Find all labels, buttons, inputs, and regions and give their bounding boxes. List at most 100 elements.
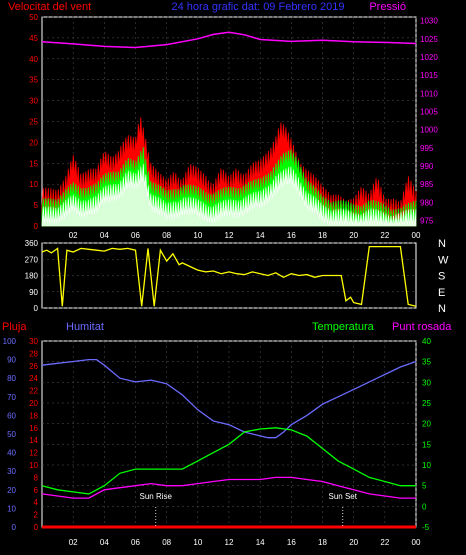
temperature-y-tick: -5 <box>422 523 430 532</box>
pressure-y-tick: 985 <box>420 180 434 189</box>
wind-x-tick: 22 <box>380 231 389 240</box>
humidity-label: Humitat <box>66 321 104 333</box>
wind-x-tick: 02 <box>69 231 78 240</box>
pressure-y-tick: 1000 <box>420 126 438 135</box>
wind-x-tick: 12 <box>225 231 234 240</box>
humidity-series <box>41 358 417 439</box>
wind-speed-label: Velocitat del vent <box>8 1 91 13</box>
climate-x-tick: 08 <box>162 538 171 547</box>
temperature-y-tick: 10 <box>422 461 431 470</box>
pressure-y-tick: 1015 <box>420 71 438 80</box>
climate-x-tick: 20 <box>349 538 358 547</box>
wind-x-tick: 18 <box>318 231 327 240</box>
pressure-y-tick: 995 <box>420 144 434 153</box>
climate-x-tick: 22 <box>380 538 389 547</box>
climate-x-tick: 06 <box>131 538 140 547</box>
pressure-y-tick: 980 <box>420 198 434 207</box>
rain-y-tick: 0 <box>34 523 39 532</box>
rain-y-tick: 18 <box>29 411 38 420</box>
humidity-y-tick: 40 <box>7 449 16 458</box>
wind-y-tick: 20 <box>29 138 38 147</box>
wind-direction-series <box>41 245 417 307</box>
humidity-y-tick: 90 <box>7 356 16 365</box>
rain-y-tick: 6 <box>34 486 39 495</box>
humidity-y-tick: 100 <box>3 337 17 346</box>
rain-y-tick: 24 <box>29 374 38 383</box>
direction-y-tick: 0 <box>34 304 39 313</box>
humidity-y-tick: 20 <box>7 486 16 495</box>
direction-y-tick: 180 <box>25 272 39 281</box>
compass-label: S <box>438 271 445 283</box>
rain-y-tick: 16 <box>29 424 38 433</box>
rain-y-tick: 2 <box>34 511 39 520</box>
wind-x-tick: 10 <box>193 231 202 240</box>
compass-label: N <box>438 238 446 250</box>
rain-y-tick: 14 <box>29 436 38 445</box>
pressure-series <box>41 31 417 49</box>
temperature-series <box>41 427 416 495</box>
wind-x-tick: 16 <box>287 231 296 240</box>
temperature-y-tick: 0 <box>422 502 427 511</box>
humidity-y-tick: 60 <box>7 411 16 420</box>
compass-label: E <box>438 287 445 299</box>
wind-avg-series <box>41 163 417 227</box>
dewpoint-label: Punt rosada <box>392 321 452 333</box>
wind-y-tick: 25 <box>29 118 38 127</box>
direction-y-tick: 360 <box>25 239 39 248</box>
pressure-y-tick: 975 <box>420 217 434 226</box>
rain-y-tick: 10 <box>29 461 38 470</box>
wind-x-tick: 04 <box>100 231 109 240</box>
climate-x-tick: 00 <box>412 538 421 547</box>
temperature-y-tick: 15 <box>422 440 431 449</box>
humidity-y-tick: 30 <box>7 467 16 476</box>
wind-x-tick: 20 <box>349 231 358 240</box>
humidity-y-tick: 0 <box>12 523 17 532</box>
wind-y-tick: 5 <box>34 201 39 210</box>
climate-x-tick: 16 <box>287 538 296 547</box>
climate-x-tick: 18 <box>318 538 327 547</box>
pressure-y-tick: 1025 <box>420 35 438 44</box>
temperature-y-tick: 5 <box>422 482 427 491</box>
humidity-y-tick: 50 <box>7 430 16 439</box>
pressure-y-tick: 1010 <box>420 89 438 98</box>
sunset-label: Sun Set <box>329 492 358 501</box>
wind-y-tick: 30 <box>29 97 38 106</box>
rain-y-tick: 28 <box>29 349 38 358</box>
rain-y-tick: 30 <box>29 337 38 346</box>
chart-title: 24 hora grafic dat: 09 Febrero 2019 <box>171 1 344 13</box>
climate-x-tick: 02 <box>69 538 78 547</box>
rain-y-tick: 20 <box>29 399 38 408</box>
temperature-y-tick: 25 <box>422 399 431 408</box>
climate-x-tick: 12 <box>225 538 234 547</box>
rain-y-tick: 26 <box>29 362 38 371</box>
direction-y-tick: 270 <box>25 255 39 264</box>
wind-y-tick: 0 <box>34 222 39 231</box>
rain-y-tick: 22 <box>29 387 38 396</box>
pressure-y-tick: 1005 <box>420 108 438 117</box>
wind-y-tick: 10 <box>29 180 38 189</box>
rain-label: Pluja <box>2 321 27 333</box>
wind-y-tick: 35 <box>29 76 38 85</box>
wind-x-tick: 08 <box>162 231 171 240</box>
compass-label: N <box>438 303 446 315</box>
temperature-y-tick: 30 <box>422 378 431 387</box>
wind-x-tick: 00 <box>412 231 421 240</box>
temperature-label: Temperatura <box>312 321 375 333</box>
climate-plot-frame <box>41 340 417 528</box>
rain-y-tick: 8 <box>34 473 39 482</box>
wind-y-tick: 45 <box>29 34 38 43</box>
direction-y-tick: 90 <box>29 288 38 297</box>
pressure-y-tick: 1020 <box>420 53 438 62</box>
climate-x-tick: 04 <box>100 538 109 547</box>
climate-x-tick: 14 <box>256 538 265 547</box>
compass-label: W <box>438 254 449 266</box>
wind-y-tick: 50 <box>29 13 38 22</box>
pressure-y-tick: 1030 <box>420 17 438 26</box>
temperature-y-tick: 40 <box>422 337 431 346</box>
wind-x-tick: 06 <box>131 231 140 240</box>
temperature-y-tick: 20 <box>422 420 431 429</box>
wind-x-tick: 14 <box>256 231 265 240</box>
dewpoint-series <box>41 476 416 499</box>
humidity-y-tick: 10 <box>7 504 16 513</box>
